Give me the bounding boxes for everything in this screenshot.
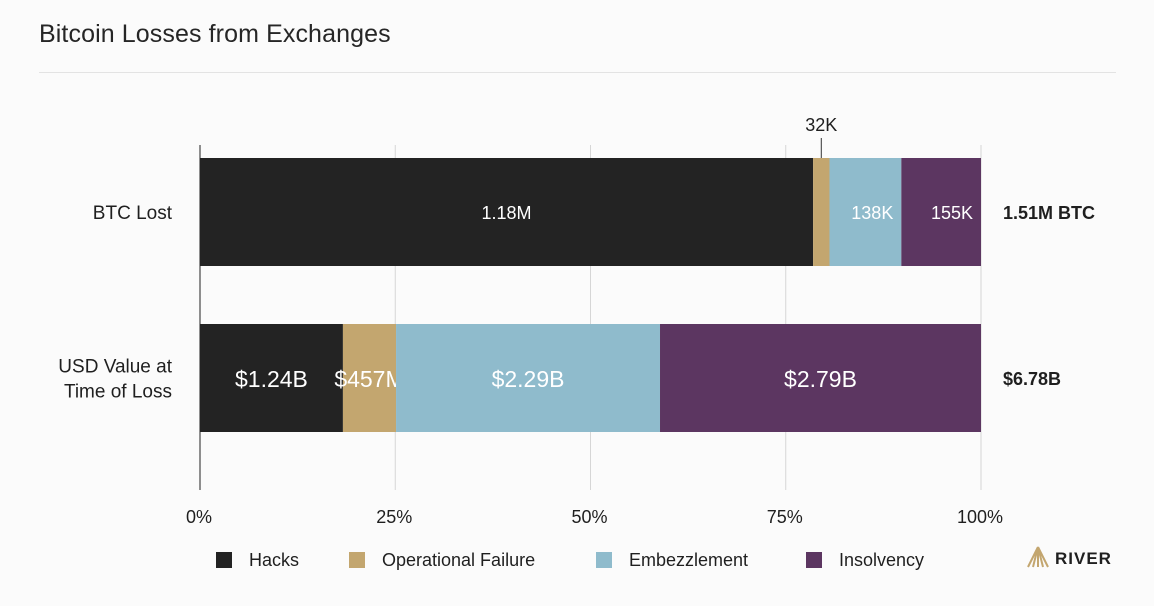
legend-label-hacks: Hacks	[249, 549, 300, 570]
stacked-bar-chart: 0% 25% 50% 75% 100% BTC Lost USD Value at Time …	[58, 115, 1095, 527]
legend-item-hacks: Hacks	[216, 545, 299, 575]
legend: Hacks Operational Failure Embezzlement I…	[0, 545, 1154, 575]
category-label: BTC Lost	[93, 203, 173, 224]
legend-item-insolvency: Insolvency	[806, 545, 924, 575]
legend-swatch-hacks	[216, 552, 232, 568]
legend-swatch-operational-failure	[349, 552, 365, 568]
data-label: $1.24B	[235, 366, 308, 392]
brand-name: RIVER	[1055, 549, 1112, 568]
bar-segment-operational-failure	[342, 324, 397, 432]
x-tick-label: 25%	[376, 507, 412, 527]
legend-swatch-embezzlement	[596, 552, 612, 568]
river-mountain-icon	[1027, 546, 1049, 573]
data-label: 32K	[805, 115, 837, 135]
legend-item-operational-failure: Operational Failure	[349, 545, 535, 575]
bar-segment-hacks	[200, 324, 343, 432]
x-tick-label: 50%	[571, 507, 607, 527]
row-total-label: 1.51M BTC	[1003, 203, 1095, 223]
legend-item-embezzlement: Embezzlement	[596, 545, 748, 575]
bar-segment-embezzlement	[829, 158, 902, 266]
x-tick-label: 75%	[767, 507, 803, 527]
bar-segment-operational-failure	[813, 158, 830, 266]
legend-label-embezzlement: Embezzlement	[629, 549, 749, 570]
category-label: USD Value at Time of Loss	[58, 357, 172, 403]
bar-segment-insolvency	[660, 324, 981, 432]
row-total-label: $6.78B	[1003, 369, 1061, 389]
data-label: 138K	[851, 203, 893, 223]
data-label: $457M	[334, 366, 404, 392]
bar-segment-insolvency	[901, 158, 981, 266]
legend-label-insolvency: Insolvency	[839, 549, 925, 570]
data-label: 155K	[931, 203, 973, 223]
legend-label-operational-failure: Operational Failure	[382, 549, 536, 570]
data-label: $2.79B	[784, 366, 857, 392]
brand-logo: RIVER	[1027, 546, 1112, 573]
legend-swatch-insolvency	[806, 552, 822, 568]
chart-title: Bitcoin Losses from Exchanges	[39, 20, 391, 48]
bar-segment-hacks	[200, 158, 814, 266]
title-divider	[39, 72, 1116, 73]
x-tick-label: 100%	[957, 507, 1003, 527]
data-label: $2.29B	[492, 366, 565, 392]
x-tick-label: 0%	[186, 507, 212, 527]
bar-segment-embezzlement	[396, 324, 661, 432]
data-label: 1.18M	[482, 203, 532, 223]
